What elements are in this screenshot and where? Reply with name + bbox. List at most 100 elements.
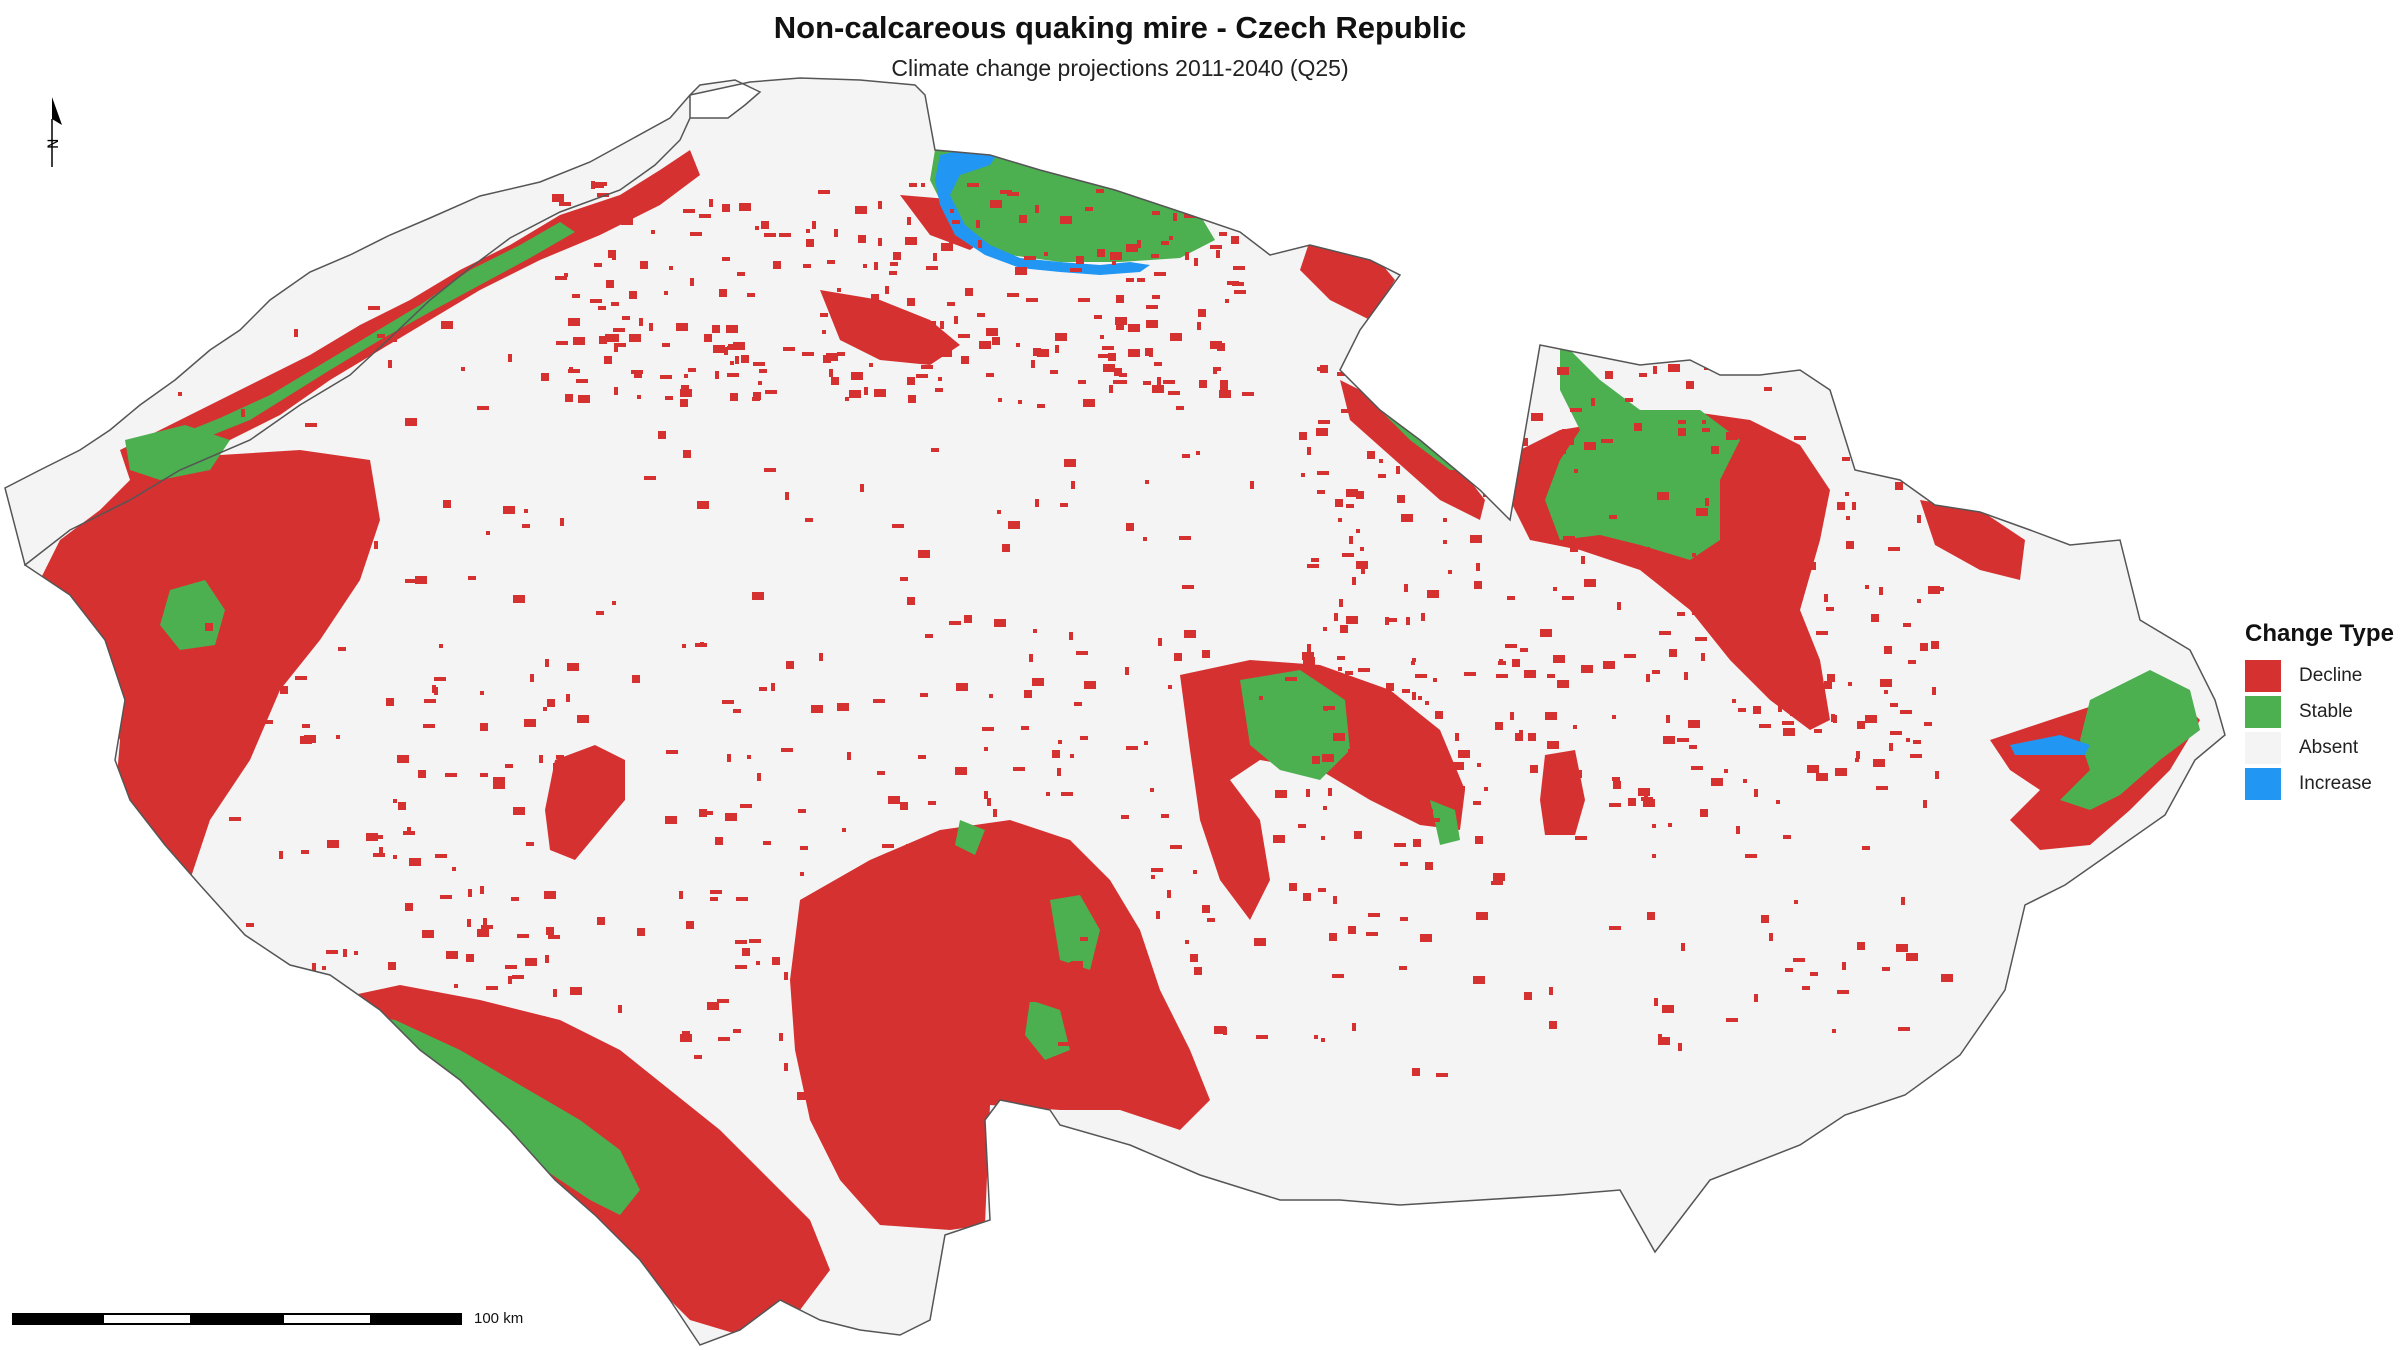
decline-cell — [543, 707, 547, 711]
decline-cell — [1513, 369, 1521, 373]
decline-cell — [279, 851, 283, 859]
decline-cell — [710, 897, 718, 901]
decline-cell — [1807, 765, 1819, 773]
decline-cell — [1477, 763, 1481, 767]
decline-cell — [302, 724, 310, 728]
decline-cell — [1639, 373, 1647, 377]
stable-region-west-2 — [125, 425, 230, 480]
decline-cell — [844, 304, 856, 308]
decline-cell — [1701, 653, 1705, 661]
decline-cell — [505, 764, 513, 768]
decline-cell — [1198, 309, 1206, 317]
decline-cell — [1617, 602, 1621, 610]
decline-cell — [424, 699, 436, 703]
decline-cell — [1658, 1034, 1662, 1038]
decline-cell — [903, 358, 915, 362]
decline-cell — [1323, 627, 1327, 631]
decline-cell — [740, 804, 752, 808]
decline-cell — [712, 325, 720, 333]
decline-cell — [1037, 404, 1045, 408]
decline-cell — [1366, 932, 1378, 936]
decline-cell — [982, 727, 994, 731]
decline-cell — [1833, 715, 1837, 723]
decline-cell — [892, 953, 896, 961]
decline-cell — [1057, 768, 1061, 776]
decline-cell — [1422, 378, 1430, 382]
stable-region-south-1 — [1050, 895, 1100, 970]
decline-cell — [548, 827, 552, 835]
decline-cell — [1557, 813, 1569, 817]
decline-cell — [1736, 527, 1740, 535]
decline-cell — [326, 950, 338, 954]
decline-cell — [753, 362, 765, 366]
decline-cell — [343, 949, 347, 957]
decline-cell — [1528, 733, 1536, 741]
decline-cell — [1570, 548, 1578, 552]
decline-cell — [1151, 254, 1159, 258]
decline-cell — [1071, 481, 1075, 489]
north-arrow-label: N — [46, 139, 62, 149]
decline-cell — [226, 1003, 230, 1007]
legend-item-decline: Decline — [2243, 658, 2400, 694]
decline-cell — [1154, 272, 1166, 276]
legend-swatch-stable — [2245, 696, 2281, 728]
decline-cell — [1609, 515, 1617, 519]
decline-cell — [1549, 987, 1553, 995]
decline-cell — [651, 230, 655, 234]
decline-cell — [1890, 731, 1902, 735]
decline-cell — [1783, 835, 1791, 839]
decline-cell — [1848, 682, 1852, 686]
decline-cell — [287, 527, 299, 531]
decline-cell — [666, 750, 678, 754]
scale-bar-segment — [12, 1312, 102, 1325]
decline-cell — [513, 807, 525, 815]
decline-cell — [1340, 625, 1348, 633]
decline-cell — [522, 524, 530, 528]
decline-cell — [855, 206, 867, 214]
decline-cell — [1947, 376, 1959, 384]
decline-cell — [570, 987, 582, 995]
decline-cell — [824, 961, 836, 965]
decline-cell — [1197, 322, 1201, 330]
decline-cell — [1389, 618, 1397, 622]
decline-cell — [1152, 295, 1160, 299]
decline-cell — [560, 518, 564, 526]
decline-cell — [819, 653, 823, 661]
decline-cell — [994, 619, 1006, 627]
decline-cell — [890, 262, 898, 266]
decline-cell — [1711, 446, 1719, 454]
decline-cell — [1678, 1043, 1682, 1051]
decline-cell — [461, 367, 465, 371]
decline-cell — [1906, 367, 1914, 371]
decline-cell — [1121, 815, 1129, 819]
decline-cell — [621, 217, 633, 225]
decline-cell — [1341, 409, 1349, 413]
decline-cell — [1323, 806, 1327, 810]
decline-cell — [576, 379, 588, 383]
decline-cell — [1378, 474, 1386, 478]
decline-cell — [644, 476, 656, 480]
decline-cell — [525, 958, 537, 966]
stable-region-vysocina — [1240, 670, 1350, 780]
decline-cell — [338, 647, 346, 651]
decline-cell — [1948, 442, 1952, 450]
decline-cell — [1591, 398, 1595, 406]
decline-cell — [1231, 236, 1239, 244]
decline-cell — [1380, 435, 1384, 439]
decline-cell — [1365, 351, 1369, 355]
decline-cell — [1385, 741, 1393, 749]
decline-cell — [749, 939, 761, 943]
decline-cell — [1625, 398, 1633, 402]
decline-cell — [1385, 617, 1389, 625]
decline-cell — [1786, 505, 1798, 509]
decline-cell — [300, 736, 312, 744]
north-arrow-icon: N — [46, 97, 62, 167]
decline-cell — [805, 518, 813, 522]
decline-cell — [1394, 450, 1398, 454]
decline-cell — [248, 1005, 252, 1013]
decline-cell — [989, 694, 993, 698]
decline-cell — [915, 917, 919, 925]
decline-cell — [1145, 348, 1153, 356]
decline-cell — [700, 642, 704, 646]
decline-cell — [1570, 408, 1582, 412]
